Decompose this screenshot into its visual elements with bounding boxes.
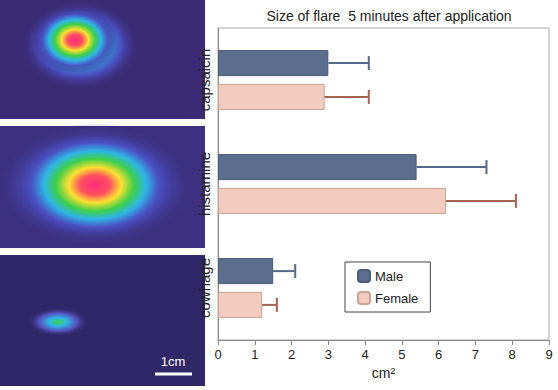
svg-text:1: 1 [251,347,258,362]
svg-text:capsaicin: capsaicin [196,49,213,112]
svg-text:Male: Male [375,269,403,284]
svg-text:cowhage: cowhage [196,258,213,318]
svg-text:6: 6 [435,347,442,362]
svg-text:2: 2 [288,347,295,362]
svg-text:4: 4 [361,347,368,362]
svg-text:5: 5 [398,347,405,362]
svg-text:7: 7 [472,347,479,362]
svg-text:histamine: histamine [196,152,213,216]
svg-text:Size of flare 5 minutes after: Size of flare 5 minutes after applicatio… [266,8,511,24]
svg-text:1cm: 1cm [161,354,186,369]
svg-text:3: 3 [325,347,332,362]
svg-text:0: 0 [214,347,221,362]
svg-text:cm²: cm² [372,365,396,381]
svg-text:8: 8 [509,347,516,362]
svg-text:Female: Female [375,291,418,306]
svg-text:9: 9 [545,347,552,362]
